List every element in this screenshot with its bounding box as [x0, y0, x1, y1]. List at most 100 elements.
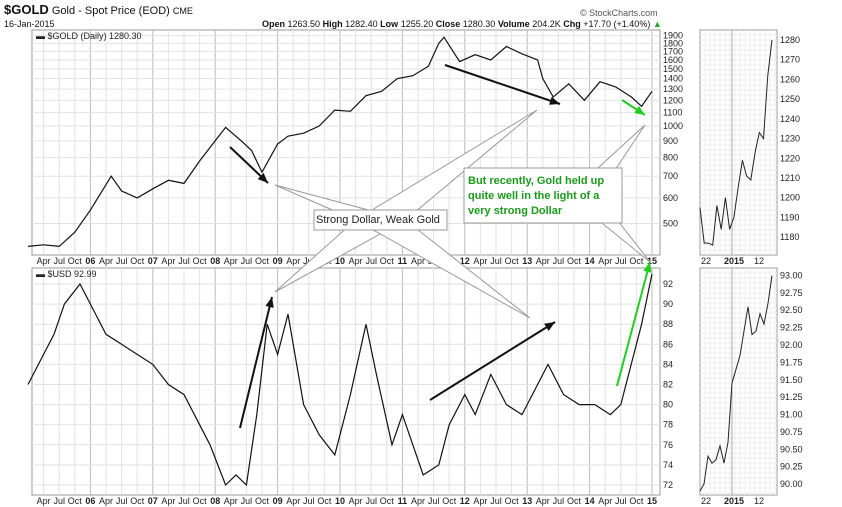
y-tick-label: 1220	[780, 153, 800, 163]
y-tick-label: 700	[663, 171, 678, 181]
y-tick-label: 90	[663, 299, 673, 309]
arrow-head-icon	[549, 96, 560, 105]
x-tick-label: Oct	[505, 256, 520, 266]
x-tick-label: Apr	[349, 496, 363, 506]
y-tick-label: 1200	[663, 95, 683, 105]
y-tick-label: 92.00	[780, 340, 803, 350]
x-tick-label: Apr	[411, 496, 425, 506]
x-tick-label: Oct	[255, 496, 270, 506]
y-tick-label: 1900	[663, 31, 683, 41]
x-tick-label: 12	[754, 496, 764, 506]
x-tick-label: 15	[647, 496, 657, 506]
y-tick-label: 1230	[780, 134, 800, 144]
x-tick-label: Oct	[505, 496, 520, 506]
x-tick-label: 13	[522, 256, 532, 266]
main-panel-1	[31, 267, 661, 496]
x-tick-label: Oct	[567, 256, 582, 266]
ohlc-readout: Open 1263.50 High 1282.40 Low 1255.20 Cl…	[262, 19, 662, 29]
y-tick-label: 1280	[780, 35, 800, 45]
callout-gold-held-up-text: But recently, Gold held up quite well in…	[468, 175, 605, 217]
x-tick-label: Apr	[286, 496, 300, 506]
y-tick-label: 1180	[780, 232, 799, 242]
y-tick-label: 1200	[780, 193, 800, 203]
y-tick-label: 92.50	[780, 305, 803, 315]
x-tick-label: Oct	[567, 496, 582, 506]
x-tick-label: Apr	[161, 256, 175, 266]
trend-arrow	[239, 296, 273, 429]
y-tick-label: 1260	[780, 74, 800, 84]
x-tick-label: Apr	[161, 496, 175, 506]
y-tick-label: 1700	[663, 46, 683, 56]
y-tick-label: 92.75	[780, 288, 803, 298]
x-tick-label: 06	[85, 256, 95, 266]
symbol: $GOLD	[4, 2, 49, 17]
y-tick-label: 84	[663, 359, 673, 369]
chart-date: 16-Jan-2015	[4, 19, 55, 29]
x-tick-label: Oct	[255, 256, 270, 266]
series-line-gold	[27, 36, 653, 248]
x-tick-label: 14	[585, 496, 595, 506]
zoom-panel-0	[699, 29, 778, 256]
x-tick-label: Jul	[490, 256, 502, 266]
x-tick-label: 09	[273, 496, 283, 506]
x-tick-label: 10	[335, 256, 345, 266]
x-tick-label: Jul	[615, 496, 627, 506]
y-tick-label: 1240	[780, 114, 800, 124]
x-tick-label: Jul	[365, 496, 377, 506]
x-tick-label: Oct	[629, 256, 644, 266]
x-tick-label: Jul	[116, 496, 128, 506]
arrow-head-icon	[265, 297, 274, 308]
y-tick-label: 900	[663, 136, 678, 146]
y-tick-label: 90.00	[780, 479, 803, 489]
x-tick-label: Jul	[303, 256, 315, 266]
callout-gold-held-up-box	[463, 167, 623, 224]
x-tick-label: Oct	[193, 496, 208, 506]
x-tick-label: 08	[210, 496, 220, 506]
y-tick-label: 800	[663, 152, 678, 162]
x-tick-label: Oct	[68, 496, 83, 506]
x-tick-label: Apr	[286, 256, 300, 266]
y-tick-label: 91.25	[780, 392, 803, 402]
x-tick-label: 11	[398, 496, 408, 506]
x-tick-label: 07	[148, 256, 158, 266]
x-tick-label: Oct	[68, 256, 83, 266]
y-tick-label: 92	[663, 279, 673, 289]
x-tick-label: 10	[335, 496, 345, 506]
x-tick-label: 2015	[724, 256, 744, 266]
x-tick-label: 2015	[724, 496, 744, 506]
x-tick-label: Jul	[553, 256, 565, 266]
x-tick-label: Jul	[553, 496, 565, 506]
x-tick-label: Oct	[193, 256, 208, 266]
callout-strong-dollar-box	[313, 209, 448, 231]
x-tick-label: Apr	[473, 256, 487, 266]
x-tick-label: Apr	[473, 496, 487, 506]
x-tick-label: 08	[210, 256, 220, 266]
x-tick-label: Apr	[349, 256, 363, 266]
x-tick-label: Apr	[224, 256, 238, 266]
x-tick-label: Jul	[53, 496, 65, 506]
y-tick-label: 90.50	[780, 444, 803, 454]
x-tick-label: Oct	[130, 496, 145, 506]
x-tick-label: Jul	[365, 256, 377, 266]
x-tick-label: 07	[148, 496, 158, 506]
y-tick-label: 500	[663, 219, 678, 229]
brand-logo: © StockCharts.com	[580, 8, 658, 18]
y-tick-label: 72	[663, 480, 673, 490]
y-tick-label: 1190	[780, 212, 799, 222]
x-tick-label: Jul	[241, 256, 253, 266]
instrument-name: Gold - Spot Price (EOD)	[51, 5, 170, 17]
x-tick-label: 11	[398, 256, 408, 266]
trend-arrow	[429, 321, 556, 401]
arrow-head-icon	[544, 322, 555, 331]
x-tick-label: Apr	[37, 256, 51, 266]
x-tick-label: Apr	[37, 496, 51, 506]
zoom-series-line	[699, 275, 773, 492]
x-tick-label: Jul	[241, 496, 253, 506]
y-tick-label: 90.25	[780, 462, 803, 472]
y-tick-label: 82	[663, 380, 673, 390]
x-tick-label: 13	[522, 496, 532, 506]
x-tick-label: 09	[273, 256, 283, 266]
y-tick-label: 90.75	[780, 427, 803, 437]
y-tick-label: 88	[663, 319, 673, 329]
